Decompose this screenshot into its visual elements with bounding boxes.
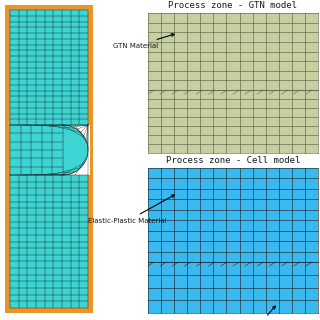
Bar xyxy=(88,5,93,313)
Text: Elastic-Plastic Material: Elastic-Plastic Material xyxy=(88,195,174,224)
Bar xyxy=(10,10,88,308)
Bar xyxy=(148,168,318,313)
Text: Process zone - Cell model: Process zone - Cell model xyxy=(166,156,300,165)
Bar xyxy=(5,308,93,313)
Bar xyxy=(5,5,93,10)
Polygon shape xyxy=(63,125,90,175)
Bar xyxy=(148,13,318,153)
Text: Process zone - GTN model: Process zone - GTN model xyxy=(169,1,298,10)
Text: GTN Material: GTN Material xyxy=(238,306,283,320)
Bar xyxy=(5,5,10,313)
Text: GTN Material: GTN Material xyxy=(113,34,174,49)
